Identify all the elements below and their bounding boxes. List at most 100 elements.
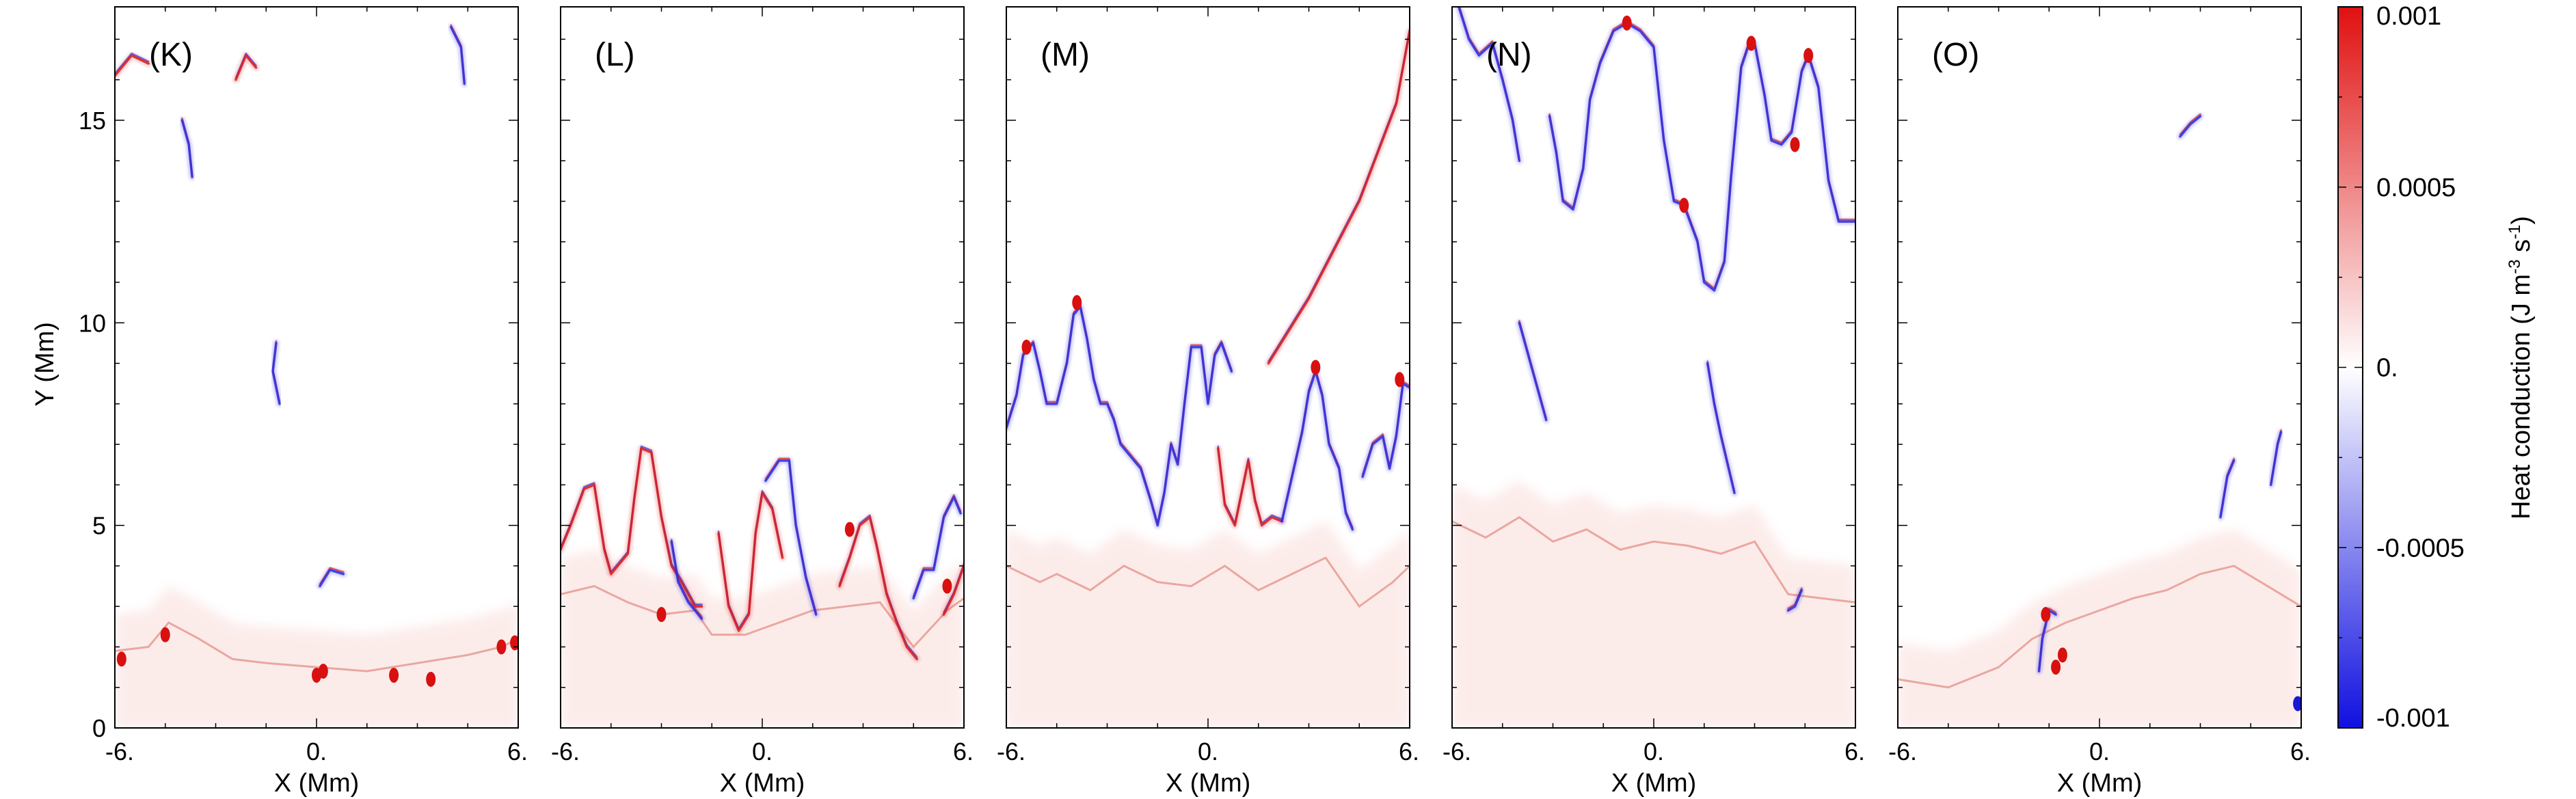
conduction-stroke	[1706, 362, 1736, 494]
conduction-stroke	[838, 516, 918, 660]
conduction-spot	[1790, 137, 1800, 152]
conduction-stroke	[449, 25, 466, 85]
conduction-stroke	[2219, 459, 2236, 519]
panel-label: (M)	[1041, 37, 1090, 73]
colorbar-tick-label: -0.0005	[2376, 534, 2465, 563]
conduction-spot	[426, 671, 436, 687]
panel-4: (N) -6. 0. 6. X (Mm)	[1443, 6, 1865, 798]
heatmap-panels: (K) -6. 0. 6. X (Mm) (L) -6. 0. 6. X (Mm) (M) -6. 0.…	[105, 6, 2311, 798]
conduction-spot	[1746, 36, 1756, 51]
x-tick-label: 6.	[1844, 737, 1865, 766]
conduction-spot	[1072, 295, 1082, 310]
x-tick-label: 6.	[2290, 737, 2311, 766]
conduction-stroke	[271, 342, 281, 405]
conduction-stroke	[717, 491, 784, 632]
heating-haze	[561, 550, 964, 728]
heating-haze	[1006, 521, 1410, 728]
conduction-spot	[942, 578, 952, 594]
conduction-spot	[2041, 607, 2051, 623]
panel-label: (L)	[595, 37, 635, 73]
panel-field	[561, 445, 964, 728]
x-tick-label: -6.	[105, 737, 134, 766]
conduction-stroke	[2179, 115, 2202, 138]
x-axis-label: X (Mm)	[1611, 769, 1697, 798]
x-tick-label: 0.	[306, 737, 327, 766]
conduction-spot	[2051, 660, 2061, 675]
colorbar-ticks: 0.001 0.0005 0. -0.0005 -0.001	[2338, 2, 2465, 733]
x-tick-label: 6.	[507, 737, 528, 766]
conduction-spot	[844, 522, 855, 537]
conduction-stroke	[319, 569, 345, 588]
x-tick-label: 0.	[1198, 737, 1218, 766]
x-axis-label: X (Mm)	[1166, 769, 1251, 798]
panel-field	[1006, 28, 1410, 728]
conduction-spot	[656, 607, 667, 623]
conduction-edge	[2179, 113, 2201, 135]
conduction-stroke	[1786, 588, 1803, 612]
conduction-spot	[116, 651, 126, 667]
conduction-stroke	[670, 540, 703, 620]
conduction-spot	[389, 667, 399, 683]
heating-front	[561, 584, 964, 649]
conduction-stroke	[2037, 609, 2057, 673]
conduction-spot	[2057, 647, 2067, 663]
x-tick-label: -6.	[1443, 737, 1471, 766]
conduction-spot	[496, 639, 507, 655]
panel-2: (L) -6. 0. 6. X (Mm)	[551, 6, 974, 798]
conduction-spot	[1679, 198, 1689, 213]
conduction-stroke	[2270, 431, 2283, 487]
panel-5: (O) -6. 0. 6. X (Mm)	[1888, 6, 2311, 798]
y-tick-label: 15	[79, 107, 106, 135]
y-tick-labels: 0 5 10 15	[79, 107, 106, 742]
conduction-stroke	[180, 119, 193, 178]
panel-label: (K)	[149, 37, 193, 73]
heating-haze	[1898, 529, 2301, 728]
conduction-edge	[115, 52, 150, 75]
panel-field	[1452, 7, 1855, 728]
conduction-spot	[2293, 696, 2301, 712]
colorbar-tick-label: -0.001	[2376, 704, 2450, 733]
x-tick-label: -6.	[551, 737, 580, 766]
x-tick-label: 0.	[752, 737, 773, 766]
conduction-stroke	[234, 54, 258, 81]
conduction-spot	[1311, 360, 1321, 375]
colorbar-label: Heat conduction (J m-3 s-1)	[2506, 216, 2536, 519]
heating-front	[1006, 556, 1410, 608]
x-tick-label: 6.	[1399, 737, 1419, 766]
panel-field	[115, 24, 518, 728]
conduction-stroke	[1548, 21, 1855, 292]
conduction-spot	[1803, 48, 1814, 64]
y-tick-label: 0	[92, 714, 106, 742]
conduction-stroke	[764, 459, 818, 616]
colorbar: 0.001 0.0005 0. -0.0005 -0.001 Heat conducti…	[2337, 2, 2536, 733]
x-tick-label: 0.	[2089, 737, 2110, 766]
panel-field	[1898, 113, 2301, 728]
conduction-stroke	[1217, 447, 1283, 527]
heating-front	[115, 621, 518, 673]
conduction-stroke	[1518, 321, 1548, 422]
conduction-stroke	[1280, 370, 1354, 531]
colorbar-tick-label: 0.001	[2376, 2, 2441, 31]
panel-3: (M) -6. 0. 6. X (Mm)	[997, 6, 1419, 798]
x-axis-label: X (Mm)	[274, 769, 360, 798]
conduction-spot	[1622, 15, 1632, 31]
conduction-spot	[318, 664, 328, 679]
x-tick-label: 6.	[953, 737, 974, 766]
x-axis-label: X (Mm)	[2057, 769, 2143, 798]
y-tick-label: 5	[92, 512, 106, 540]
y-axis-label: Y (Mm)	[31, 322, 59, 407]
x-tick-label: 0.	[1643, 737, 1664, 766]
conduction-spot	[1021, 339, 1032, 355]
conduction-stroke	[942, 565, 964, 616]
panel-1: (K) -6. 0. 6. X (Mm)	[105, 6, 528, 798]
heating-haze	[115, 586, 518, 728]
x-axis-label: X (Mm)	[720, 769, 805, 798]
y-tick-label: 10	[79, 309, 106, 337]
conduction-stroke	[115, 54, 150, 77]
conduction-spot	[1395, 372, 1405, 388]
conduction-stroke	[1006, 305, 1233, 527]
heating-front	[1452, 516, 1855, 604]
heating-front	[1898, 565, 2301, 689]
conduction-spot	[160, 627, 170, 642]
